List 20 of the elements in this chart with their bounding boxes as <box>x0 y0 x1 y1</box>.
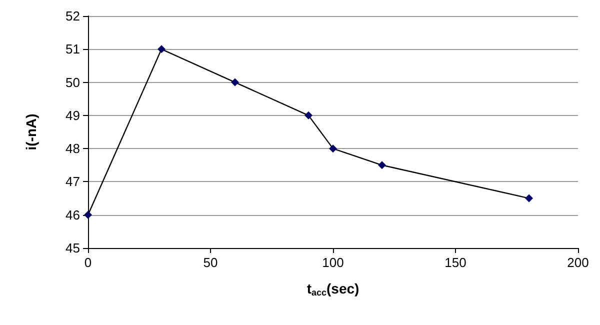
y-tick-label: 52 <box>66 8 80 24</box>
point <box>231 78 239 86</box>
y-tick-label: 49 <box>66 108 80 123</box>
x-tick-label: 50 <box>203 255 218 270</box>
point <box>525 194 533 202</box>
y-tick-label: 48 <box>66 141 80 156</box>
x-tick-label: 100 <box>322 255 344 270</box>
point <box>158 45 166 54</box>
y-axis-title: i(-nA) <box>23 114 39 150</box>
y-tick-label: 47 <box>66 174 80 190</box>
x-tick-label: 150 <box>444 255 466 270</box>
x-tick-label: 0 <box>84 255 92 270</box>
x-tick-label: 200 <box>567 255 589 270</box>
y-tick-label: 46 <box>66 207 80 222</box>
point <box>378 161 386 170</box>
y-tick-label: 45 <box>66 240 80 256</box>
y-tick-label: 51 <box>66 42 80 57</box>
y-tick-label: 50 <box>66 74 80 90</box>
point <box>329 144 337 153</box>
point <box>304 111 312 120</box>
